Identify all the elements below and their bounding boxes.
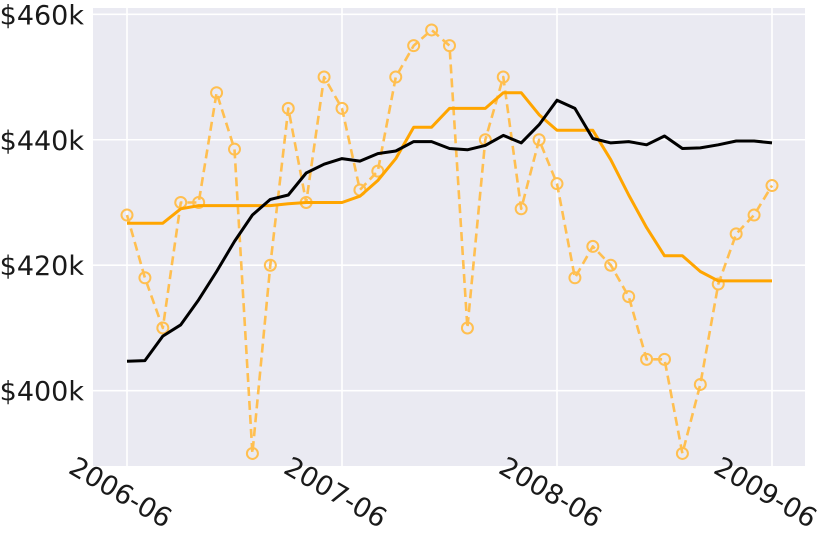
data-point-marker (263, 258, 277, 272)
data-point-marker (514, 202, 528, 216)
plot-area-background (93, 8, 805, 466)
y-tick-label: $400k (0, 377, 84, 408)
data-point-marker (765, 179, 779, 193)
data-point-marker (604, 258, 618, 272)
data-point-marker (425, 23, 439, 37)
data-point-marker (210, 86, 224, 100)
data-point-marker (120, 208, 134, 222)
data-point-marker (156, 321, 170, 335)
data-point-marker (496, 70, 510, 84)
data-point-marker (711, 277, 725, 291)
data-point-marker (443, 39, 456, 53)
data-point-marker (335, 101, 349, 115)
y-tick-labels: $400k $420k $440k $460k (0, 0, 84, 407)
data-point-marker (729, 227, 743, 241)
data-point-marker (245, 446, 259, 460)
y-tick-label: $440k (0, 126, 84, 157)
data-point-marker (532, 133, 546, 147)
data-point-marker (586, 239, 600, 253)
data-point-marker (228, 142, 241, 156)
data-point-marker (568, 271, 582, 285)
data-point-marker (640, 352, 654, 366)
data-point-marker (675, 446, 689, 460)
data-point-marker (550, 177, 564, 191)
gridlines (93, 8, 805, 466)
data-point-marker (407, 39, 421, 53)
data-point-marker (389, 70, 403, 84)
data-point-marker (460, 321, 474, 335)
data-point-marker (281, 101, 295, 115)
y-tick-label: $460k (0, 0, 84, 31)
data-point-marker (192, 195, 206, 209)
data-point-marker (371, 164, 385, 178)
data-point-marker (317, 70, 331, 84)
y-tick-label: $420k (0, 251, 84, 282)
data-point-marker (622, 290, 636, 304)
series-line-1 (127, 91, 772, 283)
data-point-marker (747, 208, 761, 222)
series-group (120, 23, 779, 460)
series-line-0 (126, 98, 773, 363)
data-point-marker (658, 352, 671, 366)
data-point-marker (138, 271, 152, 285)
data-point-marker (693, 377, 707, 391)
